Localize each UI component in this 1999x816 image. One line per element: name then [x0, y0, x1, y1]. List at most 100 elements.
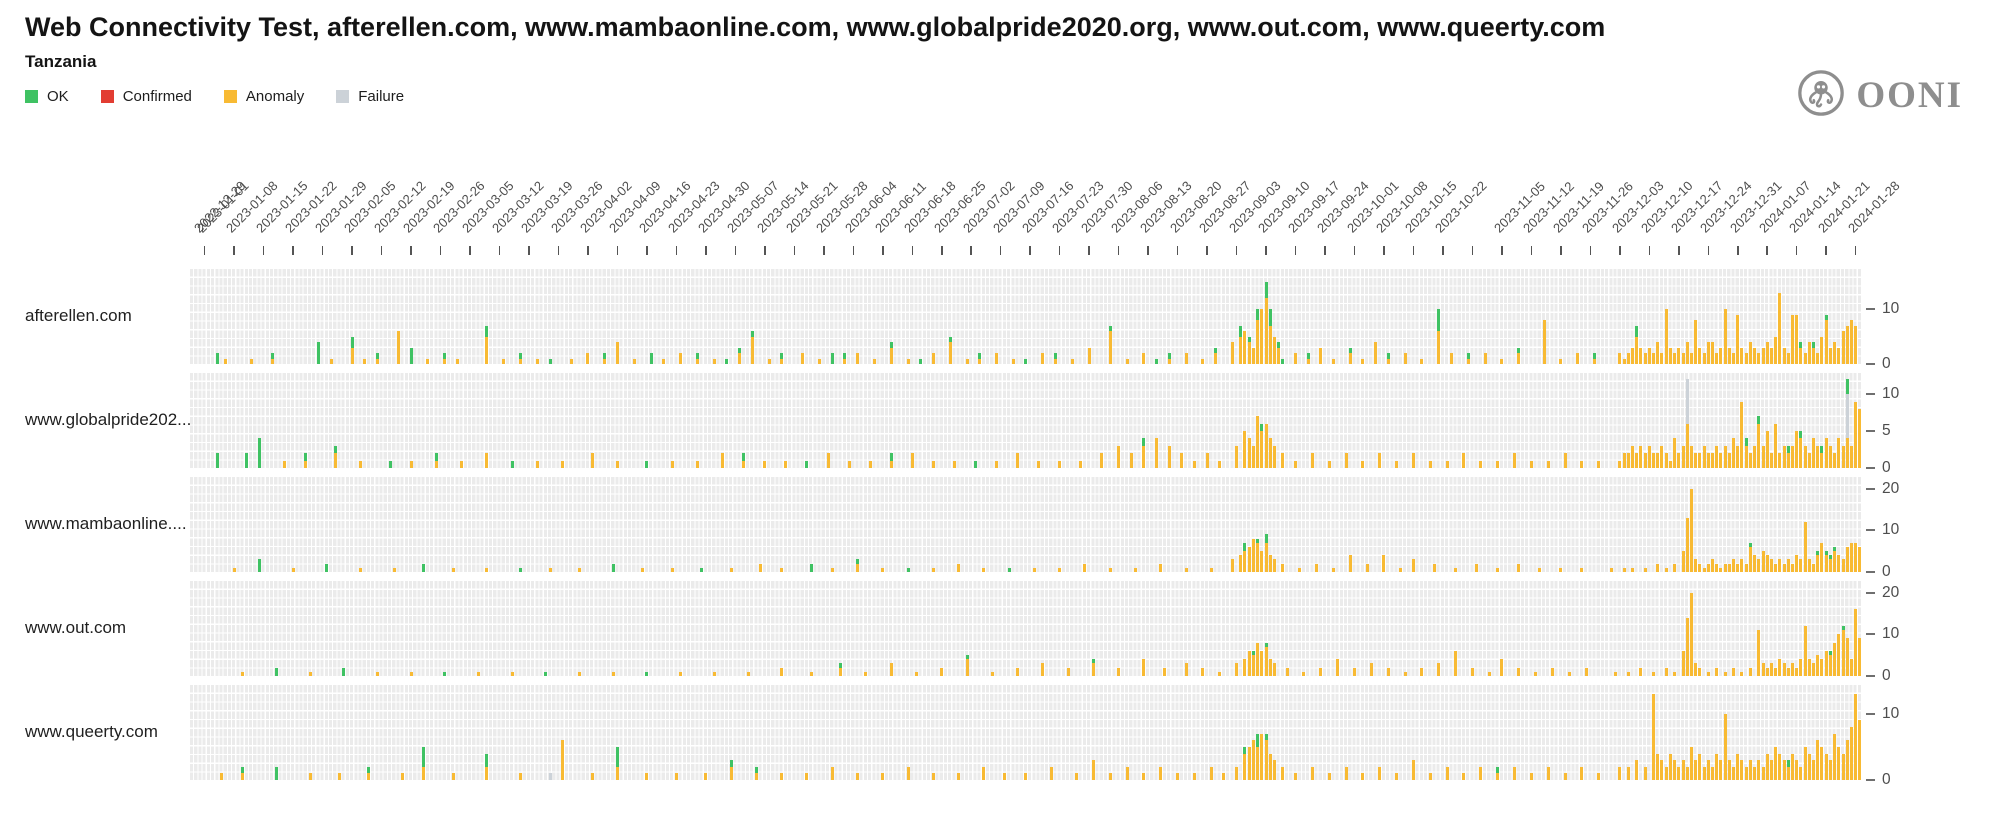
bar-segment-anomaly[interactable] [839, 667, 843, 676]
bar-segment-anomaly[interactable] [1214, 353, 1218, 364]
bar-segment-anomaly[interactable] [910, 453, 914, 468]
bar-segment-anomaly[interactable] [1247, 746, 1251, 780]
bar-segment-anomaly[interactable] [1820, 659, 1824, 676]
bar-segment-anomaly[interactable] [1786, 353, 1790, 364]
bar-segment-ok[interactable] [274, 766, 278, 780]
bar-segment-anomaly[interactable] [561, 460, 565, 468]
bar-segment-anomaly[interactable] [1799, 659, 1803, 676]
bar-segment-anomaly[interactable] [1837, 634, 1841, 676]
bar-segment-anomaly[interactable] [914, 671, 918, 676]
bar-segment-anomaly[interactable] [1243, 551, 1247, 572]
bar-segment-anomaly[interactable] [476, 671, 480, 676]
bar-segment-anomaly[interactable] [1854, 542, 1858, 572]
bar-segment-anomaly[interactable] [1576, 353, 1580, 364]
bar-segment-anomaly[interactable] [1740, 559, 1744, 572]
bar-segment-anomaly[interactable] [1710, 766, 1714, 780]
bar-segment-anomaly[interactable] [1710, 559, 1714, 572]
bar-segment-anomaly[interactable] [1129, 453, 1133, 468]
bar-segment-anomaly[interactable] [931, 353, 935, 364]
bar-segment-anomaly[interactable] [1816, 353, 1820, 364]
bar-segment-anomaly[interactable] [906, 766, 910, 780]
bar-segment-ok[interactable] [1517, 347, 1521, 354]
bar-segment-anomaly[interactable] [679, 353, 683, 364]
bar-segment-anomaly[interactable] [632, 358, 636, 364]
bar-segment-anomaly[interactable] [1828, 760, 1832, 780]
bar-segment-anomaly[interactable] [1702, 567, 1706, 572]
bar-segment-anomaly[interactable] [1327, 773, 1331, 780]
bar-segment-anomaly[interactable] [1774, 563, 1778, 572]
bar-segment-ok[interactable] [1243, 746, 1247, 754]
bar-segment-anomaly[interactable] [1559, 567, 1563, 572]
bar-segment-anomaly[interactable] [1117, 445, 1121, 468]
bar-segment-ok[interactable] [725, 358, 729, 364]
bar-segment-anomaly[interactable] [1652, 693, 1656, 780]
bar-segment-anomaly[interactable] [780, 567, 784, 572]
bar-segment-anomaly[interactable] [1108, 567, 1112, 572]
bar-segment-anomaly[interactable] [1833, 642, 1837, 676]
bar-segment-anomaly[interactable] [1647, 445, 1651, 468]
bar-segment-anomaly[interactable] [1761, 347, 1765, 364]
bar-segment-anomaly[interactable] [1049, 766, 1053, 780]
bar-segment-anomaly[interactable] [1820, 336, 1824, 364]
bar-segment-ok[interactable] [422, 563, 426, 572]
bar-segment-anomaly[interactable] [1736, 563, 1740, 572]
bar-segment-anomaly[interactable] [590, 453, 594, 468]
bar-segment-anomaly[interactable] [1689, 746, 1693, 780]
bar-segment-anomaly[interactable] [1209, 567, 1213, 572]
bar-segment-anomaly[interactable] [434, 460, 438, 468]
bar-segment-anomaly[interactable] [1656, 563, 1660, 572]
bar-segment-anomaly[interactable] [742, 460, 746, 468]
bar-segment-anomaly[interactable] [1230, 342, 1234, 364]
bar-segment-anomaly[interactable] [1652, 671, 1656, 676]
bar-segment-ok[interactable] [856, 559, 860, 564]
bar-segment-anomaly[interactable] [856, 773, 860, 780]
bar-segment-anomaly[interactable] [1689, 353, 1693, 364]
bar-segment-ok[interactable] [1155, 358, 1159, 364]
bar-segment-ok[interactable] [316, 342, 320, 364]
bar-segment-anomaly[interactable] [1778, 453, 1782, 468]
bar-segment-anomaly[interactable] [1681, 760, 1685, 780]
bar-segment-anomaly[interactable] [1264, 298, 1268, 364]
bar-segment-anomaly[interactable] [995, 353, 998, 364]
bar-segment-anomaly[interactable] [1361, 460, 1365, 468]
bar-segment-anomaly[interactable] [948, 342, 952, 364]
bar-segment-anomaly[interactable] [1782, 563, 1786, 572]
bar-segment-anomaly[interactable] [1091, 760, 1095, 780]
bar-segment-anomaly[interactable] [1799, 438, 1803, 468]
bar-segment-ok[interactable] [544, 671, 548, 676]
bar-segment-anomaly[interactable] [1858, 638, 1862, 676]
bar-segment-ok[interactable] [1007, 567, 1011, 572]
bar-segment-anomaly[interactable] [1395, 460, 1399, 468]
bar-segment-anomaly[interactable] [1664, 766, 1668, 780]
bar-segment-ok[interactable] [1757, 416, 1761, 424]
bar-segment-anomaly[interactable] [1668, 753, 1672, 780]
bar-segment-ok[interactable] [843, 353, 847, 359]
bar-segment-ok[interactable] [519, 353, 523, 359]
bar-segment-anomaly[interactable] [1192, 773, 1196, 780]
bar-segment-anomaly[interactable] [1736, 753, 1740, 780]
bar-segment-anomaly[interactable] [1268, 659, 1272, 676]
bar-segment-anomaly[interactable] [1011, 358, 1015, 364]
bar-segment-anomaly[interactable] [283, 460, 287, 468]
bar-segment-ok[interactable] [1816, 551, 1820, 556]
bar-segment-anomaly[interactable] [1845, 740, 1849, 780]
bar-segment-anomaly[interactable] [1685, 423, 1689, 468]
bar-segment-anomaly[interactable] [940, 667, 944, 676]
bar-segment-ok[interactable] [519, 567, 523, 572]
bar-segment-anomaly[interactable] [1765, 667, 1769, 676]
bar-segment-anomaly[interactable] [367, 773, 371, 780]
bar-segment-anomaly[interactable] [1563, 773, 1567, 780]
bar-segment-anomaly[interactable] [535, 460, 539, 468]
bar-segment-anomaly[interactable] [1736, 314, 1740, 364]
bar-segment-anomaly[interactable] [220, 773, 224, 780]
bar-segment-anomaly[interactable] [1799, 559, 1803, 572]
bar-segment-anomaly[interactable] [1479, 460, 1483, 468]
bar-segment-anomaly[interactable] [1816, 740, 1820, 780]
bar-segment-anomaly[interactable] [401, 773, 405, 780]
bar-segment-anomaly[interactable] [780, 667, 784, 676]
bar-segment-anomaly[interactable] [1828, 347, 1832, 364]
bar-segment-anomaly[interactable] [1694, 559, 1698, 572]
bar-segment-anomaly[interactable] [1201, 667, 1205, 676]
bar-segment-anomaly[interactable] [1399, 567, 1403, 572]
bar-segment-ok[interactable] [615, 746, 619, 767]
